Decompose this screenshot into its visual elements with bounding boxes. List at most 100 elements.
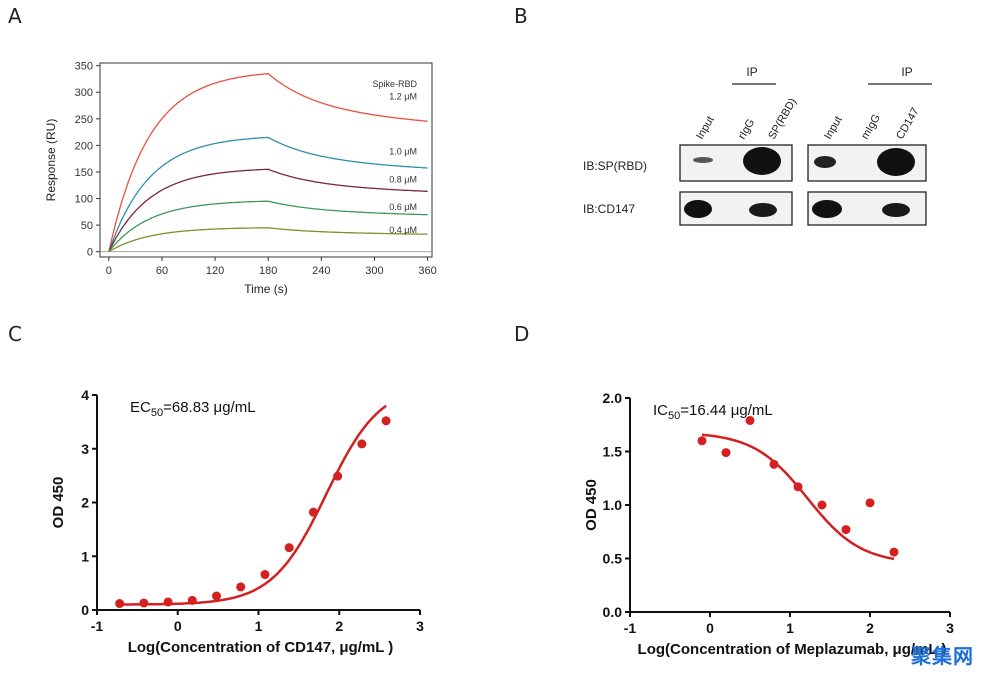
x-tick-label: -1 [91,618,104,634]
band-input-spr-right [814,156,836,168]
x-tick-label: -1 [624,620,637,636]
y-tick-label: 0.5 [603,551,623,567]
y-tick-label: 4 [81,387,89,403]
ic50-chart: 0.0 0.5 1.0 1.5 2.0 -1 0 1 2 3 Log(Concentration o… [583,390,954,658]
ip-label-left: IP [746,65,757,79]
data-point [841,525,851,535]
series-line [108,227,428,253]
blot-svg: IP IP Input rIgG SP(RBD) Input mIgG CD14… [583,65,932,226]
fit-curve [119,404,387,606]
y-tick-label: 1.0 [603,497,623,513]
band-cd147-spr [877,148,915,176]
band-input-cd147 [684,200,712,218]
series-label: 0.4 μM [389,225,417,235]
x-tick-label: 240 [312,265,330,277]
western-blot: IP IP Input rIgG SP(RBD) Input mIgG CD14… [560,50,980,250]
lane-label: SP(RBD) [766,96,799,141]
annotation-value: =16.44 μg/mL [680,402,772,419]
x-tick-label: 3 [946,620,954,636]
band-sprbd [743,147,781,175]
x-axis-title: Log(Concentration of CD147, μg/mL ) [128,639,394,656]
x-tick-label: 2 [866,620,874,636]
panel-letter-c: C [8,322,22,346]
x-tick-label: 300 [365,265,383,277]
sensorgram-chart: 0 50 100 150 200 250 300 350 0 60 120 180 240 300 360 T… [44,61,437,296]
data-point [793,482,803,492]
y-axis-title: OD 450 [583,479,600,531]
y-tick-label: 1.5 [603,444,623,460]
y-axis-title: OD 450 [50,477,67,529]
series-line [108,136,428,252]
lane-label: mIgG [859,112,883,141]
x-tick-label: 120 [206,265,224,277]
data-point [187,595,197,605]
y-tick-label: 300 [75,87,93,99]
x-tick-label: 360 [418,265,436,277]
series-label: 0.8 μM [389,174,417,184]
band-sprbd-cd147 [749,203,777,217]
data-point [308,507,318,517]
y-tick-label: 0.0 [603,604,623,620]
data-point [697,436,707,446]
annotation-value: =68.83 μg/mL [163,399,255,416]
lane-label: Input [694,114,717,141]
lane-label: rIgG [736,117,757,142]
annotation-prefix: IC [653,402,668,419]
y-tick-label: 2.0 [603,390,623,406]
lane-label: CD147 [894,106,922,142]
y-tick-label: 3 [81,441,89,457]
panel-letter-a: A [8,4,22,28]
panel-letter-d: D [514,322,530,346]
row-label-cd147: IB:CD147 [583,202,635,216]
x-axis-title: Time (s) [244,282,288,296]
x-tick-label: 60 [156,265,168,277]
data-point [115,599,125,609]
x-tick-label: 0 [106,265,112,277]
y-tick-label: 200 [75,140,93,152]
series-line [108,168,428,252]
data-point [865,498,875,508]
data-point [357,439,367,449]
y-tick-label: 350 [75,61,93,73]
band-input-spr [693,157,713,163]
data-point [163,597,173,607]
x-tick-label: 180 [259,265,277,277]
x-tick-label: 3 [416,618,424,634]
y-tick-label: 100 [75,194,93,206]
band-input-cd147-right [812,200,842,218]
y-tick-label: 50 [81,220,93,232]
lane-label: Input [822,114,845,141]
series-line [108,72,428,252]
ip-label-right: IP [901,65,912,79]
fit-curve [701,433,895,561]
x-tick-label: 0 [706,620,714,636]
plot-frame [99,62,433,258]
data-point [889,547,899,557]
panel-letter-b: B [514,4,528,28]
annotation: IC50=16.44 μg/mL [653,402,773,422]
data-point [817,500,827,510]
data-point [260,570,270,580]
x-tick-label: 1 [255,618,263,634]
x-tick-label: 1 [786,620,794,636]
x-axis-title: Log(Concentration of Meplazumab, μg/mL ) [638,641,947,658]
annotation-subscript: 50 [151,407,163,419]
data-point [381,416,391,426]
series-label: 1.2 μM [389,91,417,101]
data-point [236,582,246,592]
data-point [139,598,149,608]
x-tick-label: 0 [174,618,182,634]
data-point [333,471,343,481]
y-tick-label: 150 [75,167,93,179]
y-tick-label: 0 [87,247,93,259]
series-line [108,200,428,253]
x-tick-label: 2 [335,618,343,634]
y-axis-title: Response (RU) [44,119,58,202]
data-point [769,459,779,469]
data-point [212,591,222,601]
y-tick-label: 2 [81,495,89,511]
annotation-prefix: EC [130,399,151,416]
band-cd147-cd147 [882,203,910,217]
y-tick-label: 250 [75,114,93,126]
